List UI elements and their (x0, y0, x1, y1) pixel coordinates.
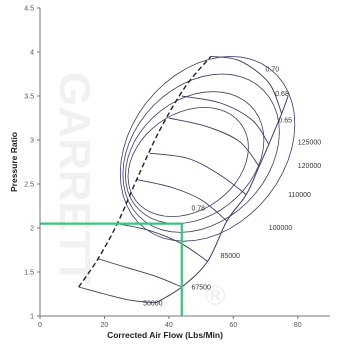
y-tick-label: 1 (30, 314, 34, 321)
y-tick-label: 1.5 (24, 270, 34, 277)
speed-line-label: 50000 (143, 300, 163, 307)
watermark-registered-mark: ® (205, 280, 226, 311)
x-tick-label: 80 (294, 322, 302, 329)
y-tick-label: 3.5 (24, 94, 34, 101)
speed-line-label: 85000 (220, 253, 240, 260)
x-tick-label: 60 (229, 322, 237, 329)
y-tick-label: 2.5 (24, 182, 34, 189)
plot-area: 0.70 0.68 0.65 0.78 125000 120000 110000 100000… (40, 55, 321, 316)
y-tick-label: 4 (30, 50, 34, 57)
speed-line-label: 125000 (298, 139, 321, 146)
efficiency-island (119, 55, 296, 242)
speed-line (181, 95, 270, 145)
efficiency-label: 0.78 (191, 205, 205, 212)
axes: 0 20 40 60 80 1 1.5 2 2.5 3 3.5 4 4.5 (24, 6, 330, 329)
efficiency-island (127, 106, 249, 218)
efficiency-label: 0.65 (278, 117, 292, 124)
surge-line (78, 55, 212, 288)
y-tick-label: 3 (30, 138, 34, 145)
speed-line-label: 100000 (269, 225, 292, 232)
x-tick-label: 20 (101, 322, 109, 329)
y-tick-label: 4.5 (24, 6, 34, 13)
x-tick-label: 40 (165, 322, 173, 329)
x-tick-label: 0 (38, 322, 42, 329)
speed-line (117, 223, 208, 262)
watermark: GARRETT ® (50, 72, 226, 311)
y-axis-title: Pressure Ratio (9, 132, 19, 192)
y-tick-label: 2 (30, 226, 34, 233)
efficiency-island (122, 73, 280, 233)
speed-line (210, 55, 283, 114)
speed-line-label: 110000 (288, 192, 311, 199)
speed-line-label: 120000 (298, 163, 321, 170)
efficiency-label: 0.70 (266, 66, 280, 73)
speed-line (97, 258, 182, 288)
efficiency-label: 0.68 (275, 91, 289, 98)
speed-line (168, 117, 260, 167)
speed-line-label: 67500 (191, 285, 211, 292)
speed-line (136, 179, 228, 222)
watermark-text: GARRETT (50, 72, 99, 285)
choke-line (155, 95, 289, 304)
speed-line (149, 152, 247, 195)
efficiency-island (124, 91, 265, 225)
speed-line (78, 286, 157, 304)
x-axis-title: Corrected Air Flow (Lbs/Min) (107, 330, 223, 340)
